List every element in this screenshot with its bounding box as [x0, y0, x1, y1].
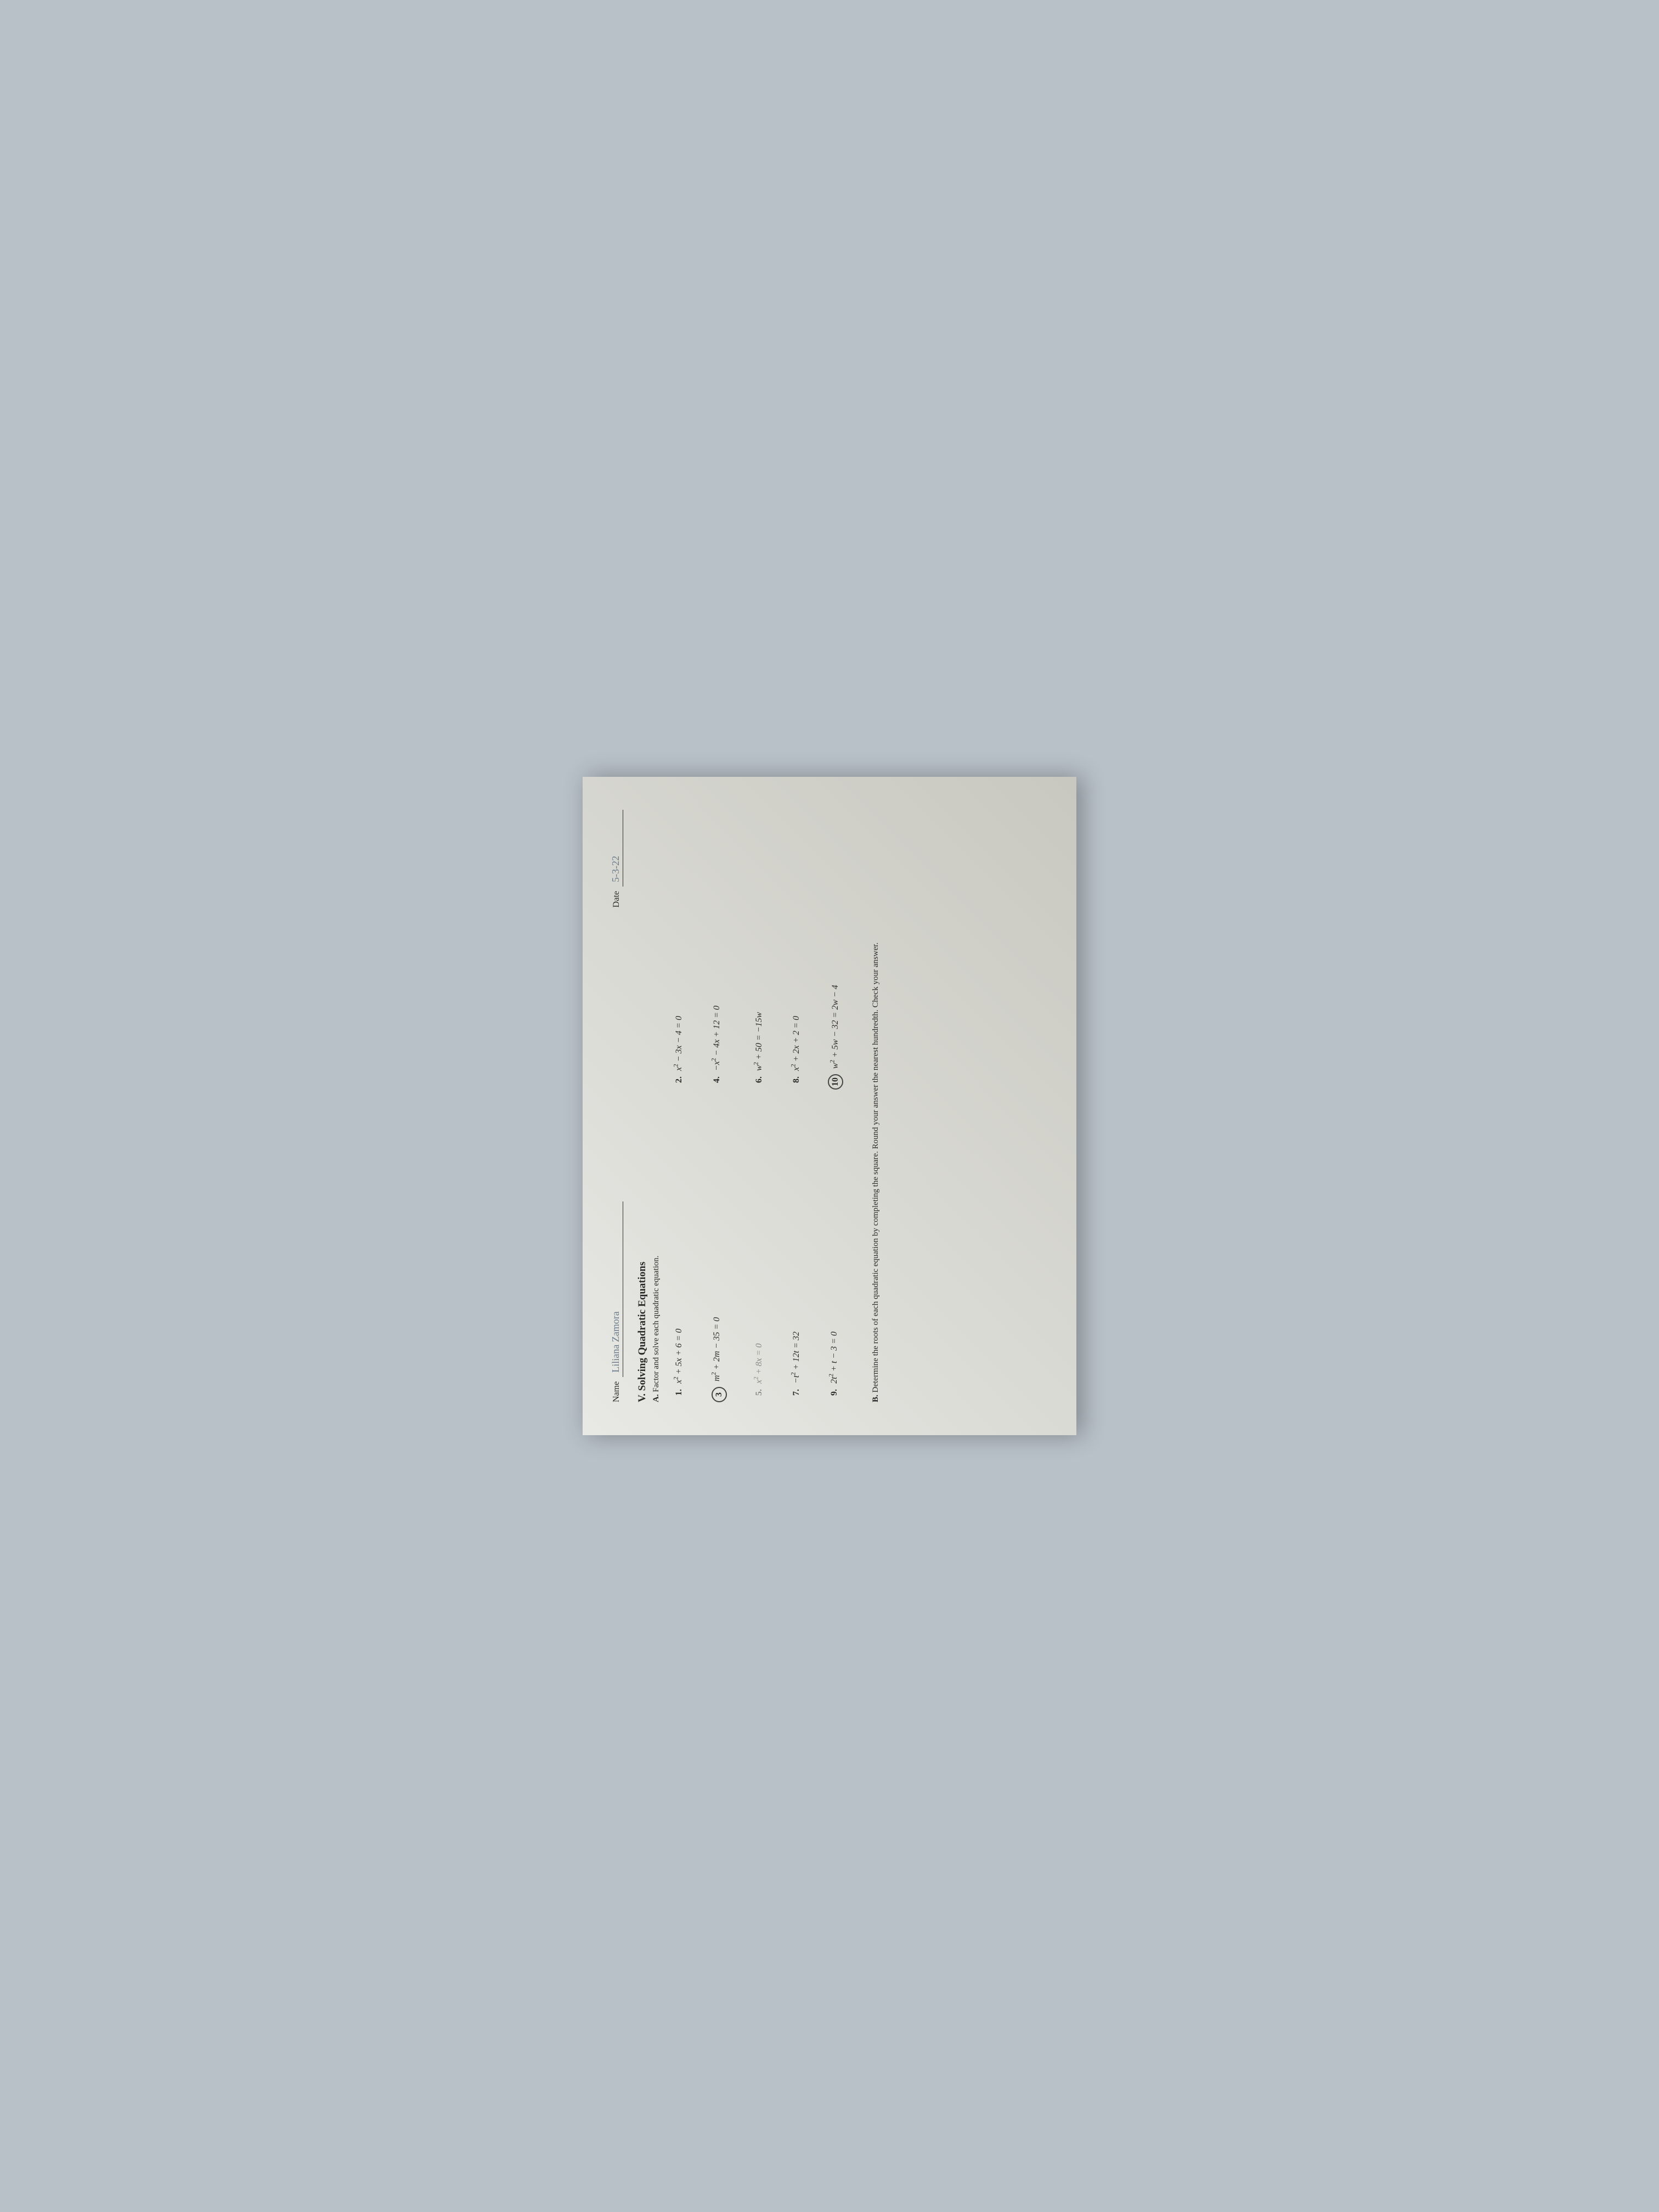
problem-equation: x2 − 3x − 4 = 0: [673, 1016, 684, 1071]
problem-1: 1. x2 + 5x + 6 = 0: [673, 1122, 684, 1402]
problem-4: 4. −x2 − 4x + 12 = 0: [710, 810, 726, 1090]
worksheet-page: Name Liliana Zamora Date 5-3-22 V. Solvi…: [583, 777, 1076, 1435]
problem-number: 6.: [754, 1076, 764, 1090]
problem-3: 3 m2 + 2m − 35 = 0: [710, 1122, 726, 1402]
section-a-text: Factor and solve each quadratic equation…: [652, 1256, 661, 1392]
section-a-instruction: A. Factor and solve each quadratic equat…: [652, 810, 661, 1402]
section-b-instruction: B. Determine the roots of each quadratic…: [870, 810, 882, 1402]
problem-number-circled: 3: [712, 1387, 727, 1402]
date-label: Date: [612, 891, 622, 907]
name-label: Name: [612, 1381, 622, 1402]
problem-number: 9.: [830, 1389, 839, 1402]
problem-number: 1.: [674, 1389, 684, 1402]
problem-equation: 2t2 + t − 3 = 0: [828, 1331, 839, 1384]
problem-equation: x2 + 5x + 6 = 0: [673, 1329, 684, 1384]
problem-equation: w2 + 5w − 32 = 2w − 4: [830, 985, 840, 1069]
section-a-letter: A.: [652, 1394, 661, 1402]
section-b-letter: B.: [871, 1395, 880, 1402]
section-v-title: V. Solving Quadratic Equations: [636, 810, 648, 1402]
problem-number: 2.: [674, 1076, 684, 1090]
problem-7: 7. −t2 + 12t = 32: [791, 1122, 802, 1402]
problem-number: 7.: [792, 1389, 802, 1402]
name-field: Name Liliana Zamora: [610, 1201, 623, 1402]
problem-equation: −t2 + 12t = 32: [791, 1331, 802, 1384]
problem-equation: x2 + 8x = 0: [753, 1344, 764, 1384]
problem-number: 8.: [792, 1076, 802, 1090]
problem-equation: x2 + 2x + 2 = 0: [791, 1016, 802, 1071]
problem-10: 10 w2 + 5w − 32 = 2w − 4: [828, 810, 843, 1090]
problem-equation: m2 + 2m − 35 = 0: [710, 1317, 721, 1381]
problem-5: 5. x2 + 8x = 0: [753, 1122, 764, 1402]
problem-number-circled: 10: [828, 1074, 843, 1090]
problem-equation: w2 + 50 = −15w: [753, 1012, 764, 1071]
date-value: 5-3-22: [610, 810, 623, 887]
date-field: Date 5-3-22: [610, 810, 623, 907]
section-b-text: Determine the roots of each quadratic eq…: [871, 943, 880, 1393]
problems-grid: 1. x2 + 5x + 6 = 0 2. x2 − 3x − 4 = 0 3 …: [673, 810, 843, 1402]
problem-number: 5.: [754, 1389, 764, 1402]
problem-2: 2. x2 − 3x − 4 = 0: [673, 810, 684, 1090]
problem-6: 6. w2 + 50 = −15w: [753, 810, 764, 1090]
name-value: Liliana Zamora: [610, 1201, 623, 1377]
problem-equation: −x2 − 4x + 12 = 0: [710, 1006, 721, 1071]
problem-8: 8. x2 + 2x + 2 = 0: [791, 810, 802, 1090]
problem-number: 4.: [712, 1076, 722, 1090]
header-row: Name Liliana Zamora Date 5-3-22: [610, 810, 623, 1402]
problem-9: 9. 2t2 + t − 3 = 0: [828, 1122, 843, 1402]
